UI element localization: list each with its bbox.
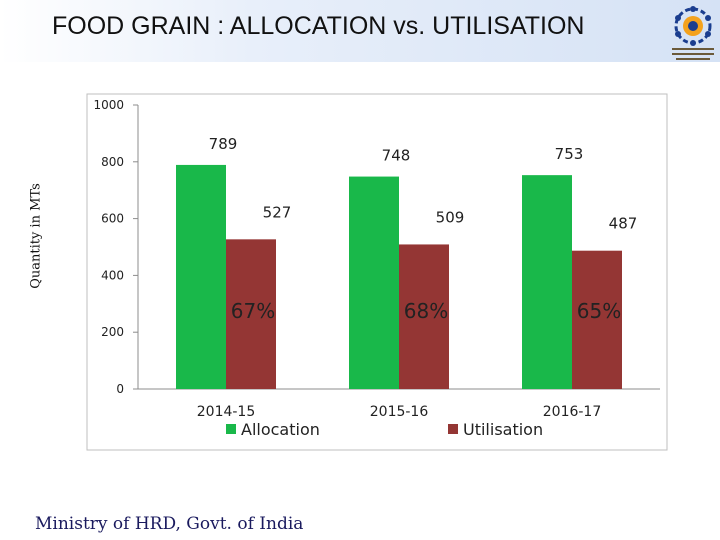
data-label-utilisation: 527 [263,203,292,221]
x-tick-label: 2014-15 [197,404,256,420]
bar-utilisation [226,239,276,389]
bar-allocation [349,176,399,389]
ministry-logo [672,6,714,60]
title-banner: FOOD GRAIN : ALLOCATION vs. UTILISATION [0,0,720,62]
bar-utilisation [572,250,622,389]
percent-label: 67% [231,299,275,323]
data-label-allocation: 789 [209,135,238,153]
y-tick-label: 400 [101,268,124,282]
legend-label-allocation: Allocation [241,420,320,439]
y-tick-label: 600 [101,212,124,226]
x-tick-label: 2016-17 [543,404,602,420]
data-label-utilisation: 509 [436,208,465,226]
legend-swatch-allocation [226,424,236,434]
legend-swatch-utilisation [448,424,458,434]
legend-label-utilisation: Utilisation [463,420,543,439]
y-tick-label: 800 [101,155,124,169]
y-tick-label: 1000 [93,98,124,112]
page-title: FOOD GRAIN : ALLOCATION vs. UTILISATION [52,12,585,40]
percent-label: 65% [577,299,621,323]
data-label-utilisation: 487 [609,215,638,233]
y-tick-label: 0 [116,382,124,396]
data-label-allocation: 753 [555,145,584,163]
data-label-allocation: 748 [382,147,411,165]
y-tick-label: 200 [101,325,124,339]
bar-utilisation [399,244,449,389]
bar-allocation [522,175,572,389]
x-tick-label: 2015-16 [370,404,429,420]
percent-label: 68% [404,299,448,323]
bar-allocation [176,164,226,389]
footer-credit: Ministry of HRD, Govt. of India [35,514,304,534]
